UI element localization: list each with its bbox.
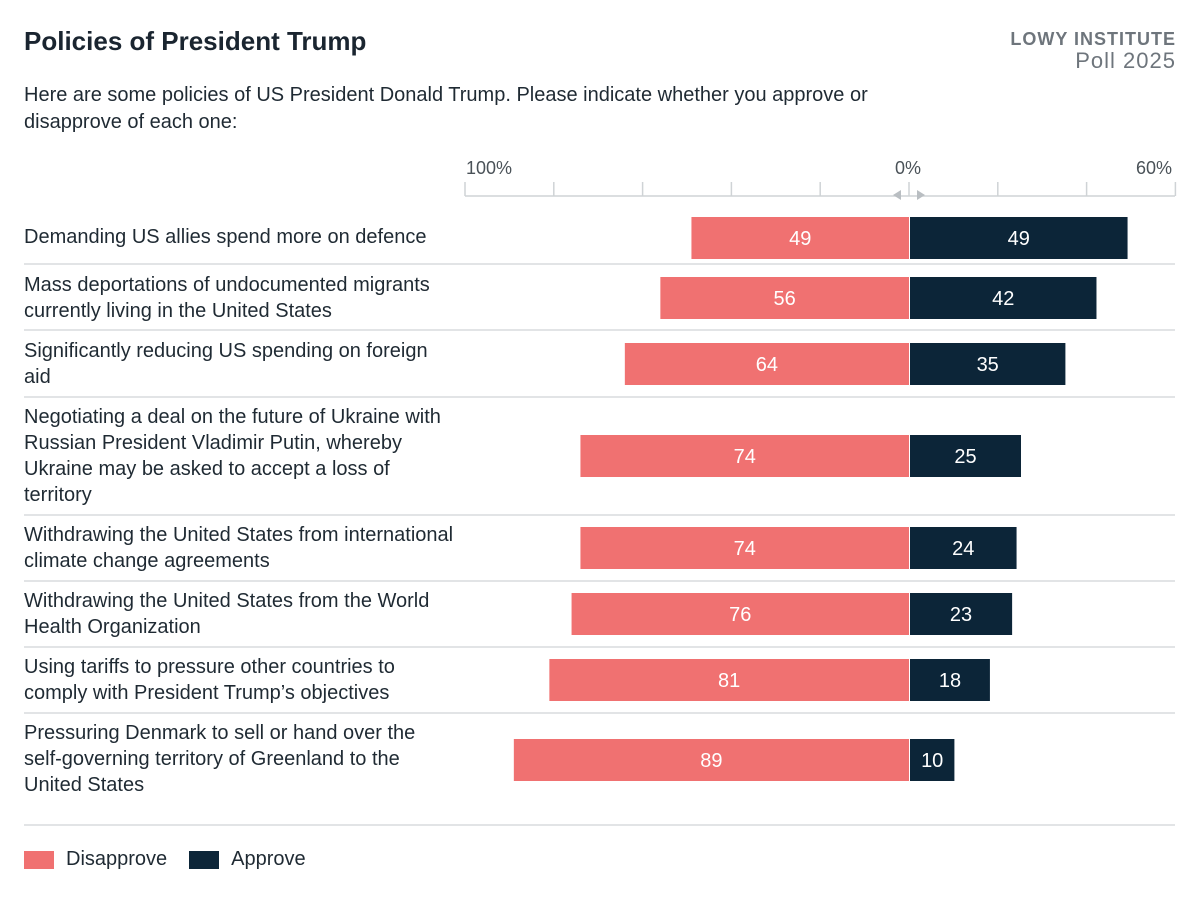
category-label: Using tariffs to pressure other countrie…: [24, 656, 395, 704]
data-label-disapprove: 64: [756, 354, 778, 376]
legend: Disapprove Approve: [24, 848, 328, 871]
bar-approve: [910, 435, 1021, 477]
bar-disapprove: [549, 659, 909, 701]
data-label-disapprove: 81: [718, 670, 740, 692]
category-label: Mass deportations of undocumented migran…: [24, 274, 430, 322]
bar-approve: [910, 659, 990, 701]
legend-swatch-approve: [189, 850, 220, 869]
bar-disapprove: [624, 343, 909, 385]
legend-item-approve: Approve: [189, 848, 306, 871]
data-label-approve: 49: [1008, 228, 1030, 250]
bar-approve: [910, 739, 955, 781]
brand-name: LOWY INSTITUTE: [1010, 29, 1176, 49]
arrow-right-icon: [917, 190, 925, 200]
axis-center-label: 0%: [895, 158, 922, 178]
bar-disapprove: [580, 527, 909, 569]
category-label: Significantly reducing US spending on fo…: [24, 340, 428, 388]
bar-disapprove: [691, 217, 909, 259]
category-label: Pressuring Denmark to sell or hand over …: [24, 722, 416, 796]
chart-subtitle: Here are some policies of US President D…: [24, 84, 868, 133]
data-label-disapprove: 76: [729, 604, 751, 626]
bar-approve: [910, 277, 1097, 319]
axis-right-label: 60%: [1136, 158, 1173, 178]
data-label-disapprove: 74: [734, 538, 756, 560]
bar-disapprove: [580, 435, 909, 477]
category-label: Withdrawing the United States from inter…: [24, 524, 454, 572]
data-label-approve: 42: [992, 288, 1014, 310]
category-label: Withdrawing the United States from the W…: [24, 590, 430, 638]
bar-approve: [910, 217, 1128, 259]
axis-left-label: 100%: [466, 158, 513, 178]
data-label-approve: 35: [977, 354, 999, 376]
legend-item-disapprove: Disapprove: [24, 848, 167, 871]
data-label-approve: 25: [954, 446, 976, 468]
bar-approve: [910, 343, 1066, 385]
bar-disapprove: [513, 739, 909, 781]
bar-disapprove: [571, 593, 909, 635]
bar-approve: [910, 593, 1013, 635]
data-label-approve: 23: [950, 604, 972, 626]
legend-label-approve: Approve: [231, 848, 306, 870]
data-label-disapprove: 89: [700, 750, 722, 772]
category-label: Negotiating a deal on the future of Ukra…: [24, 406, 441, 506]
data-label-disapprove: 74: [734, 446, 756, 468]
data-label-approve: 24: [952, 538, 974, 560]
data-label-approve: 10: [921, 750, 943, 772]
brand-subtitle: Poll 2025: [1075, 48, 1176, 73]
chart-title: Policies of President Trump: [24, 26, 367, 56]
arrow-left-icon: [893, 190, 901, 200]
legend-label-disapprove: Disapprove: [66, 848, 168, 870]
category-label: Demanding US allies spend more on defenc…: [24, 226, 427, 248]
bar-approve: [910, 527, 1017, 569]
legend-swatch-disapprove: [24, 850, 54, 869]
bar-disapprove: [660, 277, 909, 319]
data-label-approve: 18: [939, 670, 961, 692]
brand-logo: LOWY INSTITUTE Poll 2025: [1010, 30, 1176, 72]
data-label-disapprove: 49: [789, 228, 811, 250]
data-label-disapprove: 56: [774, 288, 796, 310]
